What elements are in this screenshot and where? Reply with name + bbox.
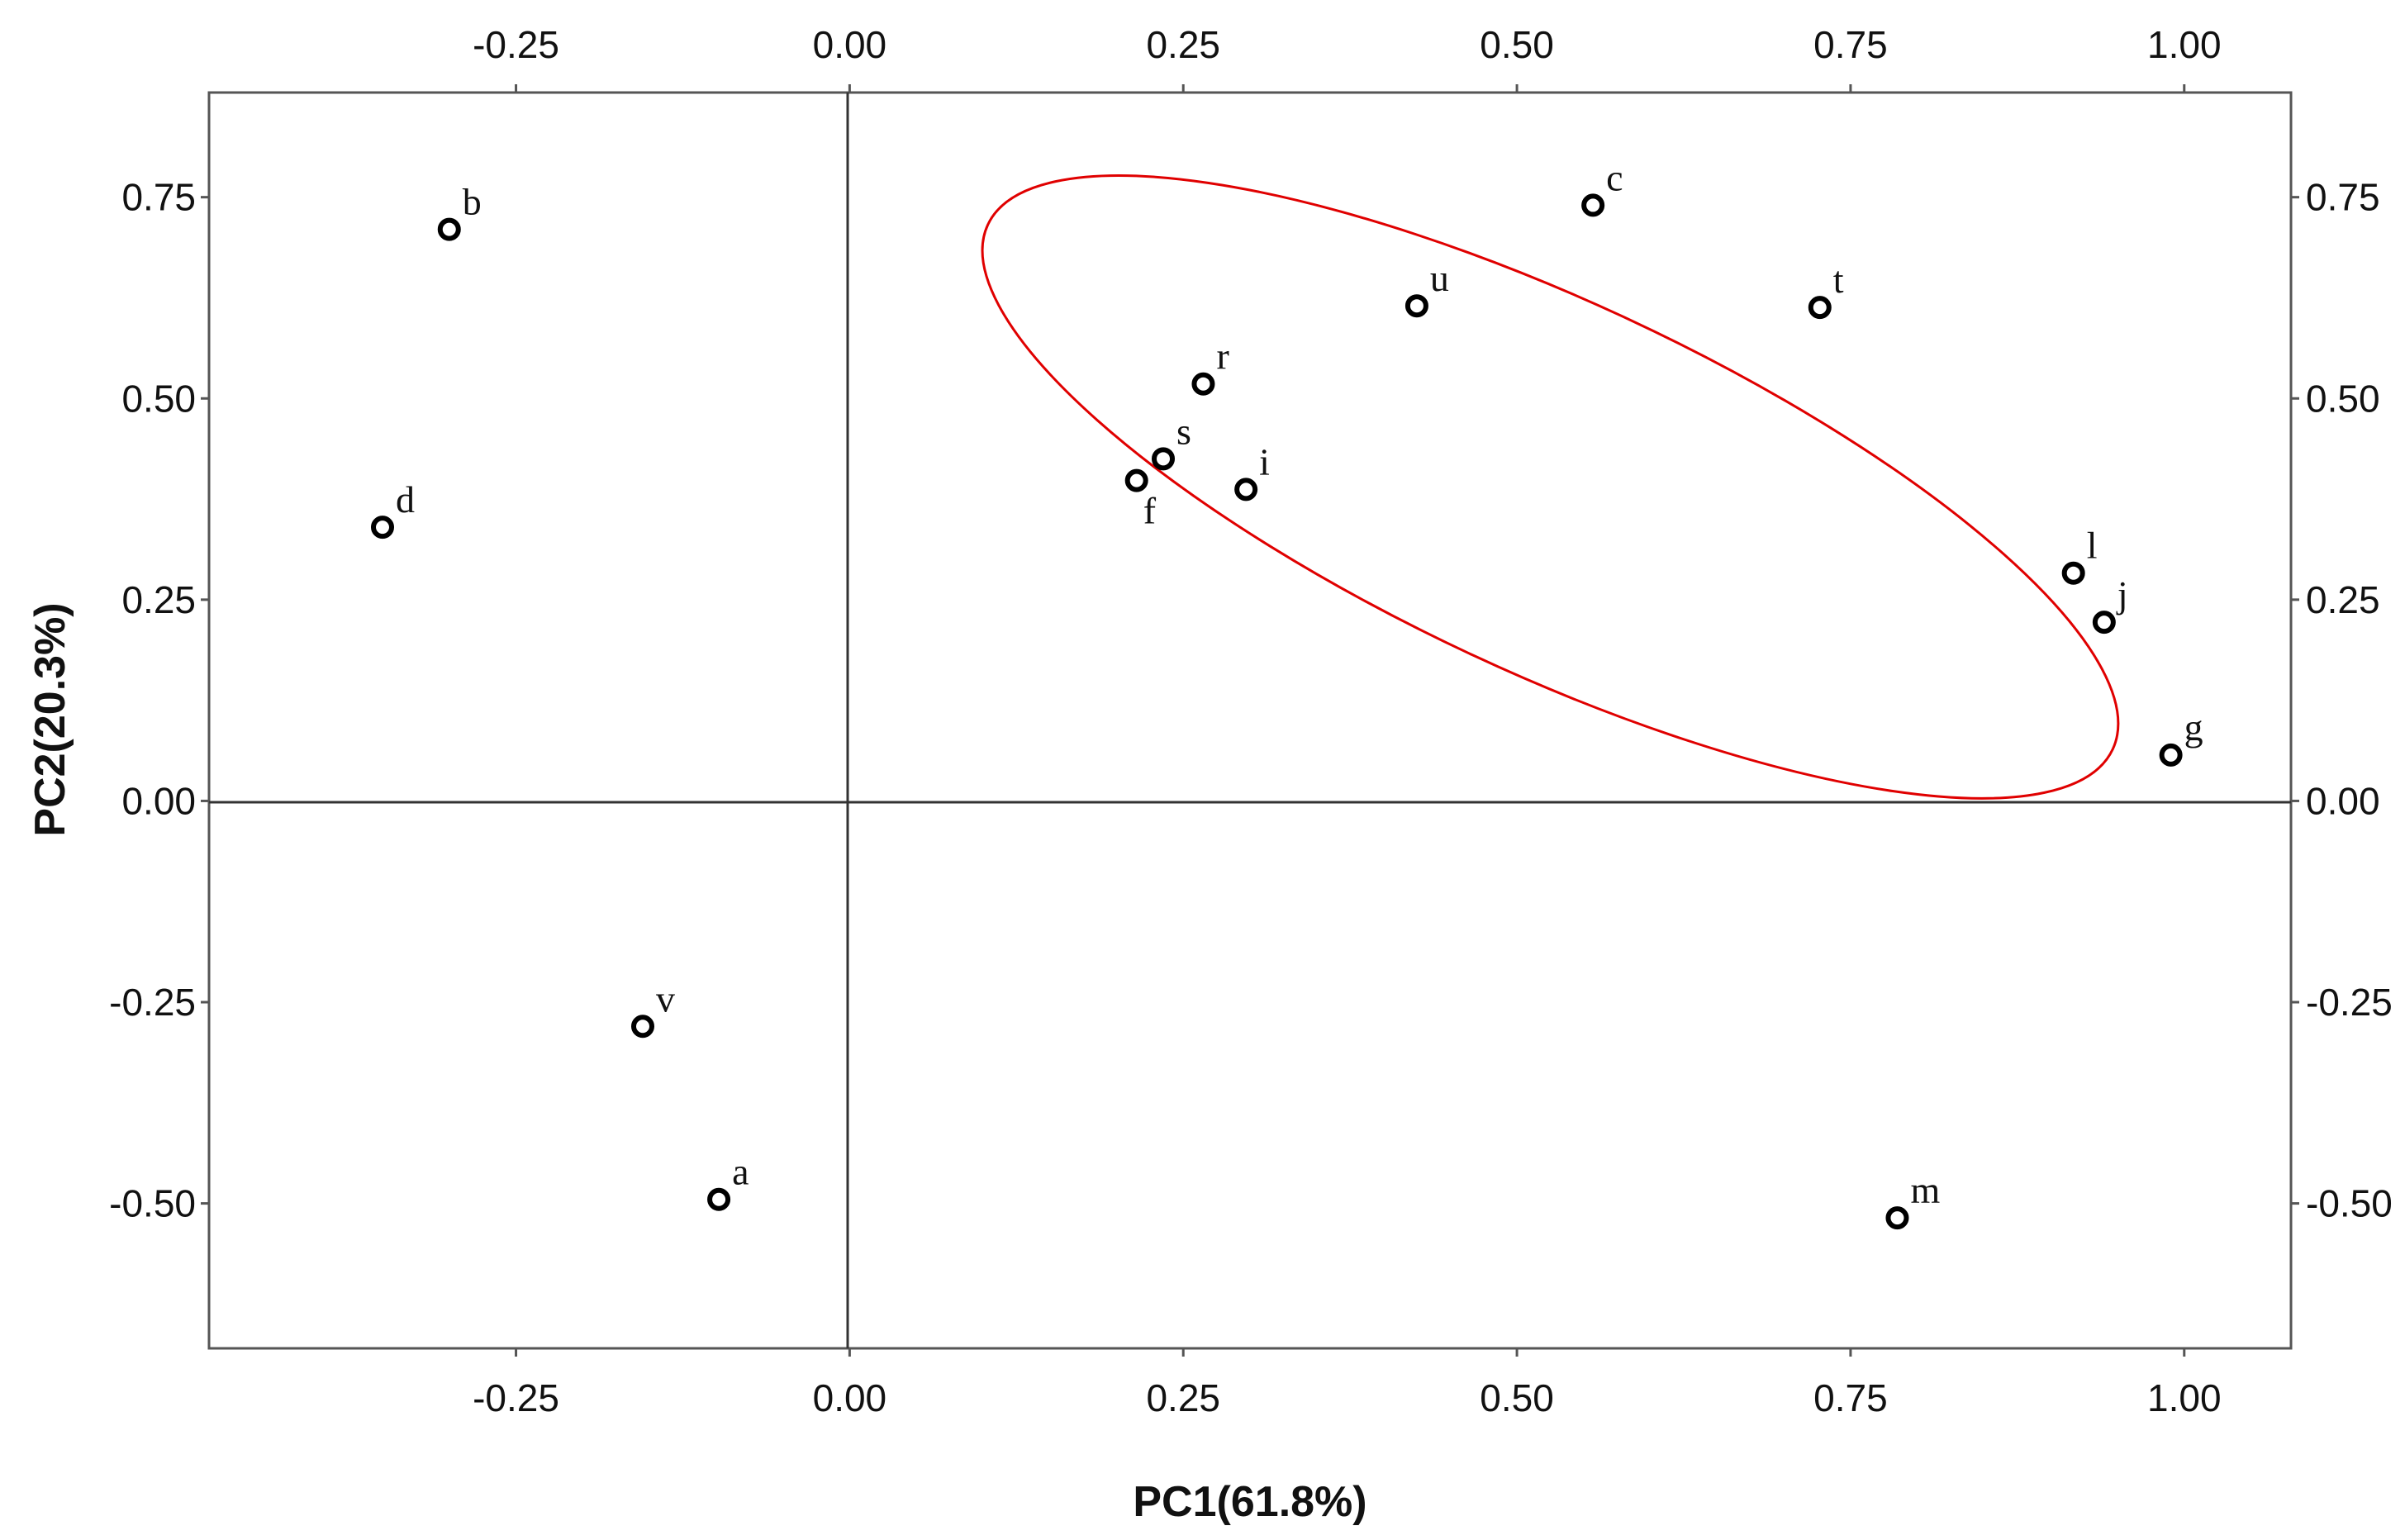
data-points: b d v a c u t rsf i lj g m [371,156,2203,1230]
data-point-m [1885,1206,1909,1230]
point-label-l: l [2087,525,2098,567]
data-point-t [1808,296,1832,320]
point-label-a: a [732,1151,749,1193]
plot-frame [207,91,2293,1350]
point-label-j: j [2116,573,2128,616]
data-point-b [437,217,461,241]
y-tick-label-left: 0.50 [121,377,196,420]
x-tick-label-bottom: -0.25 [473,1376,559,1419]
y-ticks-right: -0.50 -0.25 0.00 0.25 0.50 0.75 [2291,176,2393,1225]
y-tick-label-left: -0.25 [109,981,196,1024]
y-axis-title: PC2(20.3%) [26,602,74,836]
point-label-c: c [1606,156,1623,198]
data-point-a [707,1187,731,1211]
y-tick-label-right: 0.00 [2306,779,2380,822]
data-point-g [2159,743,2183,767]
y-tick-label-right: 0.75 [2306,176,2380,219]
x-tick-label-top: 1.00 [2147,23,2222,66]
data-point-d [371,516,394,539]
data-point-l [2061,561,2085,585]
point-label-v: v [656,977,675,1020]
data-point-c [1581,193,1605,217]
x-tick-label-bottom: 0.25 [1146,1376,1220,1419]
data-point-u [1405,294,1428,318]
x-tick-label-top: -0.25 [473,23,559,66]
x-tick-label-bottom: 0.75 [1813,1376,1888,1419]
point-label-r: r [1216,335,1229,378]
data-point-j [2092,611,2116,635]
x-tick-label-bottom: 1.00 [2147,1376,2222,1419]
y-ticks-left: -0.50 -0.25 0.00 0.25 0.50 0.75 [109,176,209,1225]
x-tick-label-top: 0.50 [1480,23,1554,66]
x-tick-label-top: 0.75 [1813,23,1888,66]
data-point-i [1234,478,1258,501]
data-point-r [1191,372,1215,396]
x-tick-label-bottom: 0.50 [1480,1376,1554,1419]
point-label-t: t [1833,259,1844,301]
x-ticks-top: -0.25 0.00 0.25 0.50 0.75 1.00 [473,23,2222,93]
point-label-b: b [463,181,482,223]
x-tick-label-top: 0.00 [813,23,887,66]
y-tick-label-right: 0.25 [2306,578,2380,621]
y-tick-label-left: 0.00 [121,779,196,822]
y-tick-label-right: -0.50 [2306,1182,2393,1225]
point-label-i: i [1259,440,1270,482]
x-ticks-bottom: -0.25 0.00 0.25 0.50 0.75 1.00 [473,1348,2222,1419]
data-point-v [631,1015,654,1039]
data-point-f [1124,468,1148,492]
point-label-u: u [1430,257,1449,299]
point-label-g: g [2184,706,2203,749]
point-label-s: s [1176,410,1191,452]
data-point-s [1152,447,1175,471]
x-tick-label-bottom: 0.00 [813,1376,887,1419]
x-axis-title: PC1(61.8%) [1133,1478,1366,1526]
y-tick-label-right: 0.50 [2306,377,2380,420]
point-label-d: d [396,478,415,520]
y-tick-label-right: -0.25 [2306,981,2393,1024]
point-label-m: m [1910,1169,1940,1211]
y-tick-label-left: 0.75 [121,176,196,219]
y-tick-label-left: -0.50 [109,1182,196,1225]
x-tick-label-top: 0.25 [1146,23,1220,66]
cluster-ellipse [981,174,2120,800]
y-tick-label-left: 0.25 [121,578,196,621]
point-label-f: f [1143,490,1157,532]
